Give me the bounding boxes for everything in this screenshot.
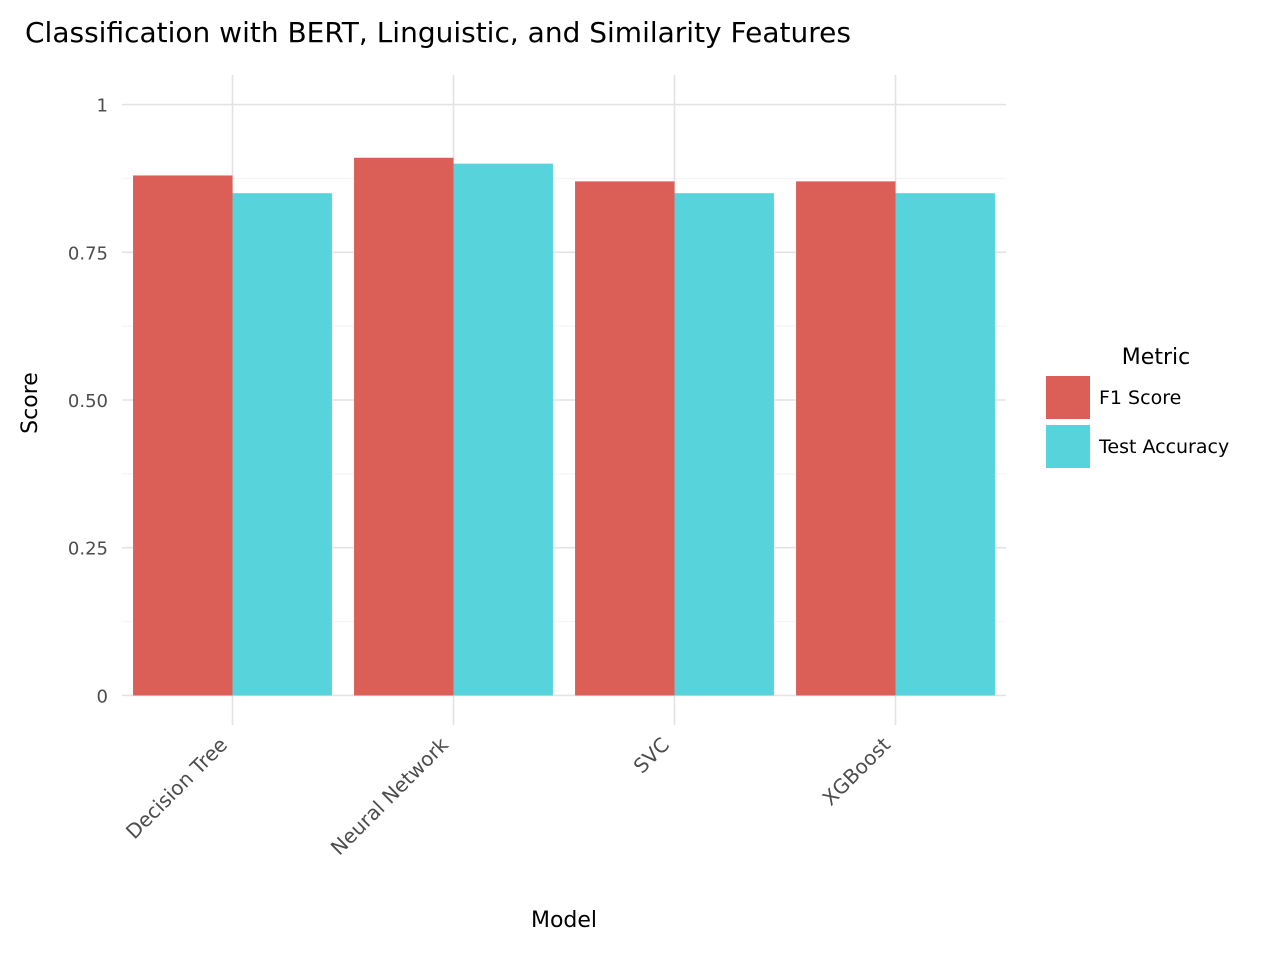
legend-key (1046, 376, 1090, 419)
bar-test-accuracy (453, 163, 553, 696)
bar-test-accuracy (674, 193, 774, 696)
legend-label: Test Accuracy (1098, 436, 1229, 458)
y-axis-title: Score (18, 372, 43, 434)
legend: Metric F1 Score Test Accuracy (1046, 345, 1229, 468)
y-tick-label: 0.25 (68, 539, 108, 560)
bar-f1-score (354, 157, 454, 696)
x-tick-label: Neural Network (326, 732, 453, 859)
y-axis: 0 0.25 0.50 0.75 1 (68, 96, 108, 708)
bar-f1-score (796, 181, 896, 696)
y-tick-label: 1 (97, 96, 108, 117)
x-tick-label: SVC (629, 733, 674, 778)
legend-key (1046, 425, 1090, 468)
x-tick-label: XGBoost (817, 732, 895, 810)
legend-label: F1 Score (1099, 387, 1181, 409)
y-tick-label: 0.75 (68, 243, 108, 264)
bar-f1-score (575, 181, 675, 696)
x-axis-title: Model (531, 908, 597, 933)
x-axis: Decision Tree Neural Network SVC XGBoost (121, 732, 895, 859)
bar-test-accuracy (895, 193, 995, 696)
legend-title: Metric (1122, 345, 1190, 370)
chart-title: Classification with BERT, Linguistic, an… (25, 16, 851, 49)
bars (133, 157, 995, 696)
bar-test-accuracy (232, 193, 332, 696)
y-tick-label: 0.50 (68, 391, 108, 412)
y-tick-label: 0 (97, 686, 108, 707)
bar-f1-score (133, 175, 233, 696)
x-tick-label: Decision Tree (121, 733, 232, 844)
